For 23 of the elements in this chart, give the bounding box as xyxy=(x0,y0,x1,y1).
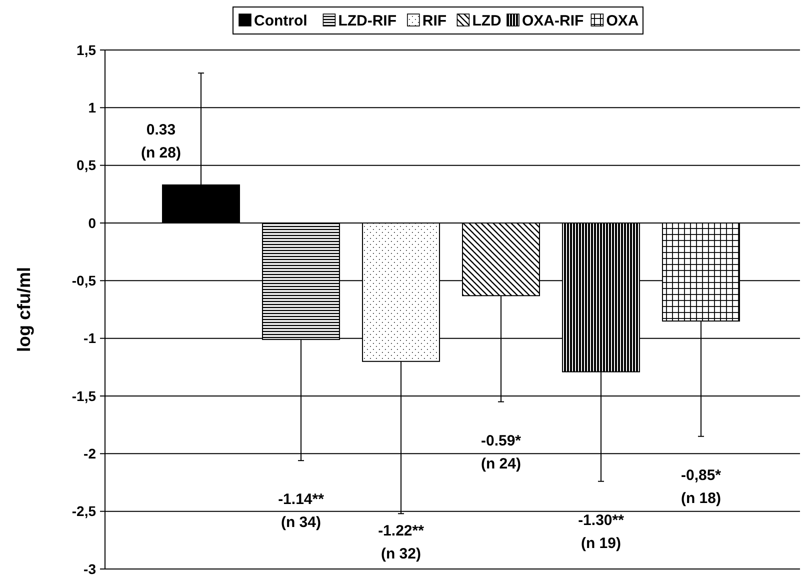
y-tick-label: -0,5 xyxy=(72,272,96,289)
y-tick-label: -3 xyxy=(84,560,96,577)
y-axis-title: log cfu/ml xyxy=(14,267,34,352)
legend-label: LZD-RIF xyxy=(338,12,397,30)
annotation: -1.22** (n 32) xyxy=(378,522,424,562)
y-tick-label: 1 xyxy=(88,100,96,116)
legend-label: RIF xyxy=(422,12,447,30)
y-tick-label: -1 xyxy=(84,330,96,346)
y-tick-label: 1,5 xyxy=(76,42,96,58)
annotation: -0.59* (n 24) xyxy=(480,432,522,472)
legend-label: OXA xyxy=(606,12,639,30)
legend-label: LZD xyxy=(472,12,502,30)
legend-label: OXA-RIF xyxy=(522,12,584,30)
y-tick-label: -1,5 xyxy=(72,388,96,404)
annotation: -1.14** (n 34) xyxy=(278,491,324,532)
y-tick-label: -2 xyxy=(84,446,96,462)
y-tick-label: 0,5 xyxy=(76,157,96,174)
legend-label: Control xyxy=(254,12,308,30)
y-tick-label: -2,5 xyxy=(72,503,96,520)
annotation: -1.30** (n 19) xyxy=(578,512,624,552)
annotation: -0,85* (n 18) xyxy=(680,466,722,507)
y-tick-label: 0 xyxy=(88,214,96,231)
annotation: 0.33 (n 28) xyxy=(140,121,182,162)
